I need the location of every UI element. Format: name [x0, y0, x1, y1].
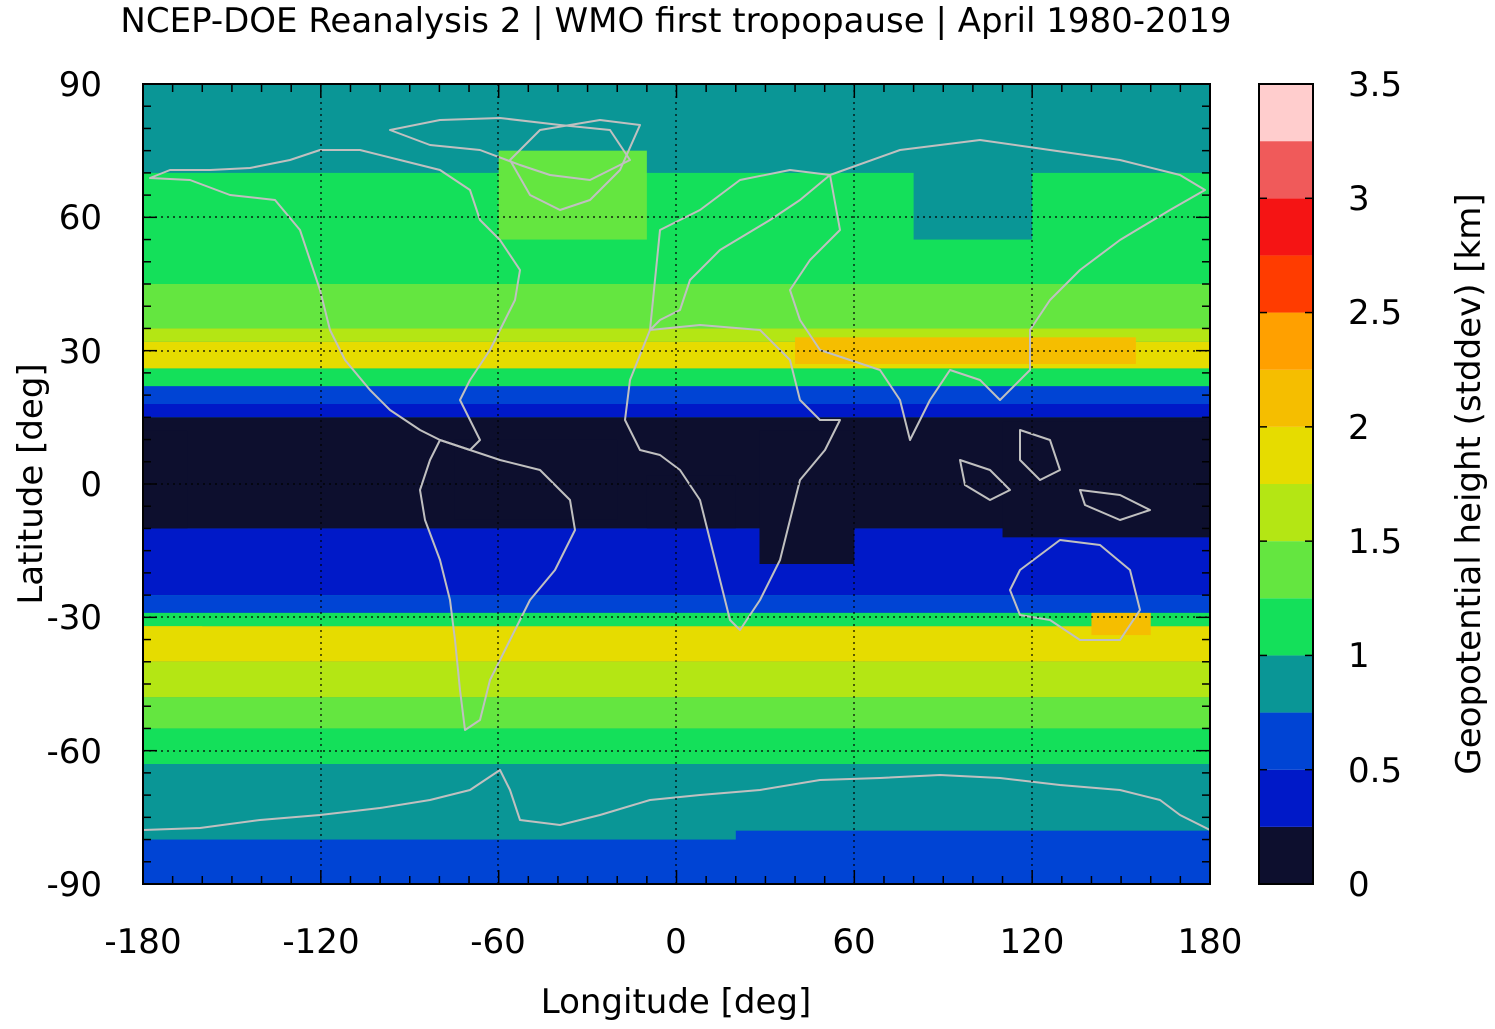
regional-feature — [913, 150, 1033, 240]
latitude-band — [143, 386, 1210, 404]
x-tick-label: -60 — [470, 922, 526, 962]
regional-feature — [454, 439, 618, 520]
colorbar-tick-label: 3.5 — [1348, 65, 1402, 105]
latitude-band — [143, 528, 1210, 596]
colorbar-tick-label: 1.5 — [1348, 522, 1402, 562]
y-tick-label: -30 — [46, 598, 102, 638]
colorbar-swatch — [1259, 826, 1313, 884]
colorbar-swatch — [1259, 141, 1313, 199]
y-tick-label: 30 — [59, 332, 102, 372]
y-tick-label: 90 — [59, 65, 102, 105]
regional-feature — [143, 430, 188, 529]
colorbar-swatch — [1259, 541, 1313, 599]
colorbar-tick-label: 2.5 — [1348, 293, 1402, 333]
regional-feature — [646, 475, 736, 529]
colorbar-tick-label: 0 — [1348, 865, 1370, 905]
colorbar-swatch — [1259, 198, 1313, 256]
x-tick-label: 120 — [1000, 922, 1065, 962]
latitude-band — [143, 368, 1210, 387]
regional-feature — [735, 830, 1210, 884]
colorbar-ticks — [1259, 83, 1313, 885]
regional-feature — [759, 430, 855, 564]
y-tick-label: -60 — [46, 732, 102, 772]
colorbar-frame — [1258, 83, 1314, 885]
regional-feature — [1091, 612, 1151, 636]
colorbar-swatches — [1259, 84, 1313, 884]
regional-feature — [143, 626, 203, 653]
y-tick-label: 0 — [80, 465, 102, 505]
x-axis: -180 -120 -60 0 60 120 180 Longitude [de… — [104, 922, 1242, 1022]
colorbar-tick-label: 1 — [1348, 636, 1370, 676]
colorbar: 0 0.5 1 1.5 2 2.5 3 3.5 Geopotential hei… — [1258, 65, 1489, 905]
colorbar-tick-label: 3 — [1348, 179, 1370, 219]
colorbar-swatch — [1259, 369, 1313, 427]
colorbar-swatch — [1259, 255, 1313, 313]
chart-title: NCEP-DOE Reanalysis 2 | WMO first tropop… — [120, 1, 1231, 41]
coastlines — [143, 117, 1210, 831]
colorbar-swatch — [1259, 484, 1313, 542]
colorbar-swatch — [1259, 655, 1313, 713]
latitude-band — [143, 595, 1210, 613]
x-tick-label: 60 — [832, 922, 875, 962]
latitude-band — [143, 764, 1210, 840]
x-tick-label: 0 — [665, 922, 687, 962]
latitude-band — [143, 404, 1210, 418]
y-axis: 90 60 30 0 -30 -60 -90 Latitude [deg] — [11, 65, 102, 905]
x-tick-label: 180 — [1178, 922, 1243, 962]
x-tick-label: -180 — [104, 922, 181, 962]
colorbar-swatch — [1259, 312, 1313, 370]
grid-lines — [143, 84, 1210, 884]
x-axis-title: Longitude [deg] — [541, 982, 812, 1022]
y-axis-title: Latitude [deg] — [11, 363, 51, 604]
colorbar-tick-label: 0.5 — [1348, 751, 1402, 791]
colorbar-swatch — [1259, 712, 1313, 770]
plot-frame — [142, 83, 1211, 885]
latitude-band — [143, 728, 1210, 764]
regional-feature — [1002, 421, 1210, 538]
colorbar-title: Geopotential height (stddev) [km] — [1449, 193, 1489, 774]
colorbar-swatch — [1259, 426, 1313, 484]
y-tick-label: -90 — [46, 865, 102, 905]
x-tick-label: -120 — [282, 922, 359, 962]
y-tick-label: 60 — [59, 198, 102, 238]
colorbar-tick-label: 2 — [1348, 408, 1370, 448]
colorbar-swatch — [1259, 769, 1313, 827]
regional-feature — [498, 150, 647, 240]
colorbar-swatch — [1259, 84, 1313, 142]
map-plot-area — [142, 83, 1211, 885]
colorbar-swatch — [1259, 598, 1313, 656]
